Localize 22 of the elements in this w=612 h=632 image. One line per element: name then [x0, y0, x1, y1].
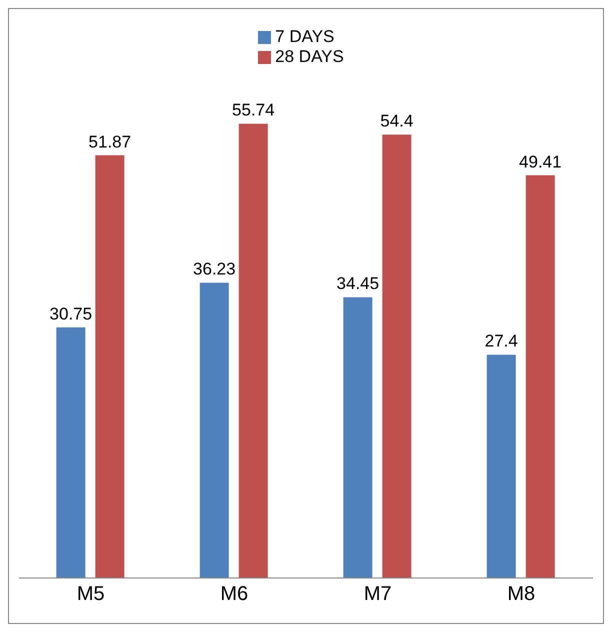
data-label: 51.87: [88, 132, 132, 152]
bar: [343, 297, 372, 578]
data-label: 27.4: [484, 332, 518, 351]
x-tick-label: M6: [220, 583, 248, 606]
data-label: 34.45: [336, 274, 380, 294]
bar: [200, 282, 229, 578]
data-label: 30.75: [50, 304, 92, 324]
data-label: 49.41: [519, 152, 562, 172]
bar: [238, 124, 268, 578]
legend-label: 28 DAYS: [275, 47, 344, 66]
bar: [526, 175, 555, 578]
data-label: 55.74: [232, 100, 275, 120]
bar: [95, 155, 124, 578]
x-tick-label: M8: [507, 583, 536, 606]
x-tick-label: M5: [76, 583, 105, 606]
bar: [486, 354, 516, 578]
data-label: 36.23: [193, 260, 236, 279]
bar: [56, 327, 86, 578]
x-tick-label: M7: [364, 583, 392, 606]
data-label: 54.4: [380, 112, 414, 131]
legend-label: 7 DAYS: [275, 27, 334, 46]
bar: [382, 134, 412, 578]
